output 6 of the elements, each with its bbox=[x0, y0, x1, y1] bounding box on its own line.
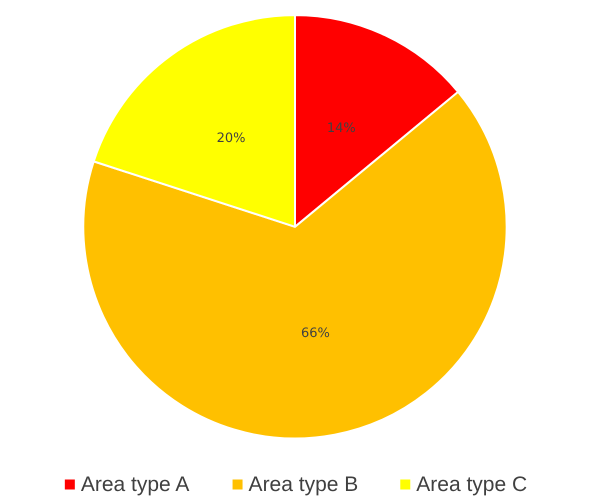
legend-label: Area type C bbox=[416, 473, 528, 496]
data-label: 66% bbox=[300, 326, 330, 342]
legend-label: Area type A bbox=[80, 473, 190, 496]
data-label: 20% bbox=[216, 131, 246, 146]
data-label: 14% bbox=[326, 120, 356, 136]
legend-label: Area type B bbox=[248, 473, 358, 496]
